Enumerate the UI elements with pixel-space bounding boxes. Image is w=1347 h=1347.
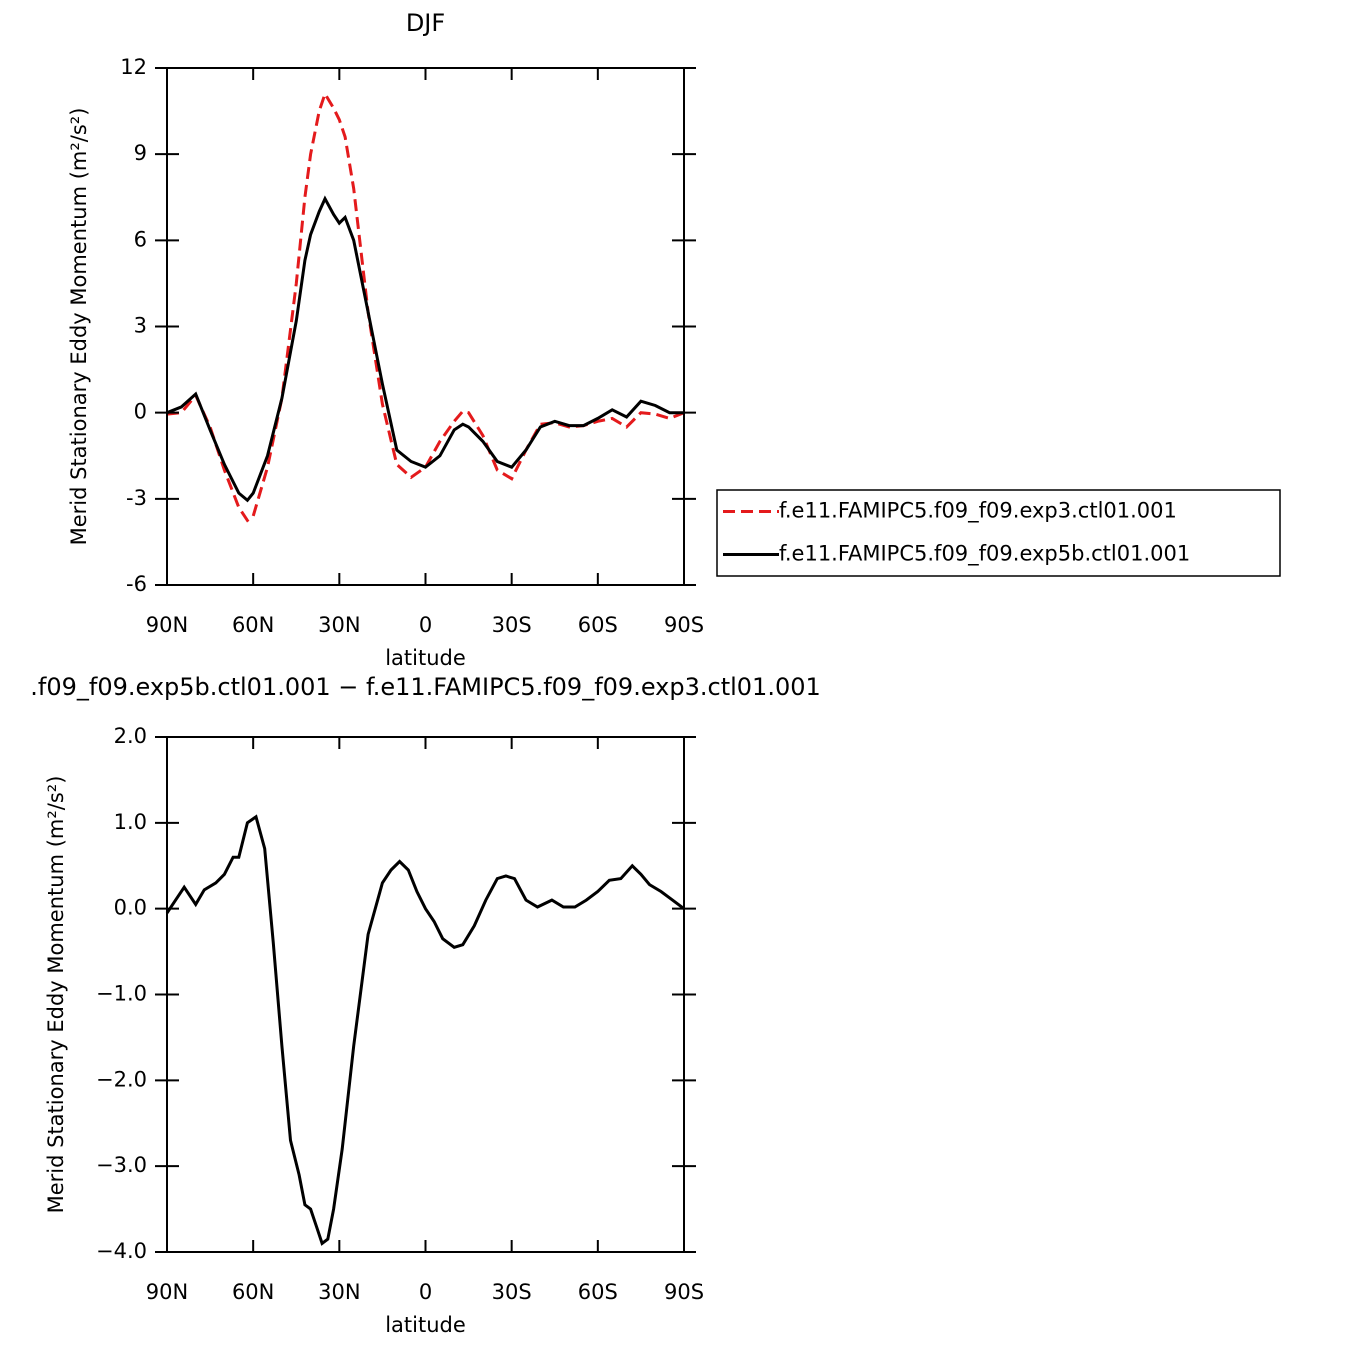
x-axis-label: latitude [385, 646, 466, 670]
plot-frame [166, 736, 685, 1253]
x-tick-label: 90S [664, 613, 704, 637]
x-tick-label: 90N [146, 1280, 188, 1304]
y-tick-label: -6 [126, 572, 147, 596]
data-line [166, 195, 684, 503]
y-axis-label: Merid Stationary Eddy Momentum (m²/s²) [67, 108, 91, 546]
legend-label: f.e11.FAMIPC5.f09_f09.exp5b.ctl01.001 [779, 542, 1190, 567]
x-tick-label: 0 [419, 1280, 432, 1304]
y-tick-label: 3 [134, 314, 147, 338]
x-tick-label: 0 [419, 613, 432, 637]
x-tick-label: 60S [578, 1280, 618, 1304]
x-tick-label: 60N [232, 613, 274, 637]
x-tick-label: 30S [492, 1280, 532, 1304]
y-tick-label: 2.0 [114, 724, 147, 748]
chart-title: .f09_f09.exp5b.ctl01.001 − f.e11.FAMIPC5… [30, 673, 821, 701]
y-tick-label: −2.0 [96, 1067, 147, 1091]
x-tick-label: 60N [232, 1280, 274, 1304]
y-tick-label: 12 [120, 55, 147, 79]
y-tick-label: −1.0 [96, 982, 147, 1006]
data-line [165, 814, 685, 1246]
x-tick-label: 60S [578, 613, 618, 637]
chart-title: DJF [406, 9, 445, 37]
x-tick-label: 30N [318, 613, 360, 637]
x-tick-label: 30N [318, 1280, 360, 1304]
y-tick-label: −3.0 [96, 1153, 147, 1177]
y-tick-label: 1.0 [114, 810, 147, 834]
x-axis-label: latitude [385, 1313, 466, 1337]
x-tick-label: 30S [492, 613, 532, 637]
legend-label: f.e11.FAMIPC5.f09_f09.exp3.ctl01.001 [779, 499, 1177, 524]
y-tick-label: 0.0 [114, 896, 147, 920]
x-tick-label: 90N [146, 613, 188, 637]
data-line [166, 90, 685, 523]
y-tick-label: 0 [134, 400, 147, 424]
legend-box [716, 489, 1281, 577]
y-tick-label: 6 [134, 227, 147, 251]
y-tick-label: 9 [134, 141, 147, 165]
y-tick-label: -3 [126, 486, 147, 510]
y-tick-label: −4.0 [96, 1239, 147, 1263]
y-axis-label: Merid Stationary Eddy Momentum (m²/s²) [44, 776, 68, 1214]
x-tick-label: 90S [664, 1280, 704, 1304]
plot-frame [166, 67, 685, 586]
